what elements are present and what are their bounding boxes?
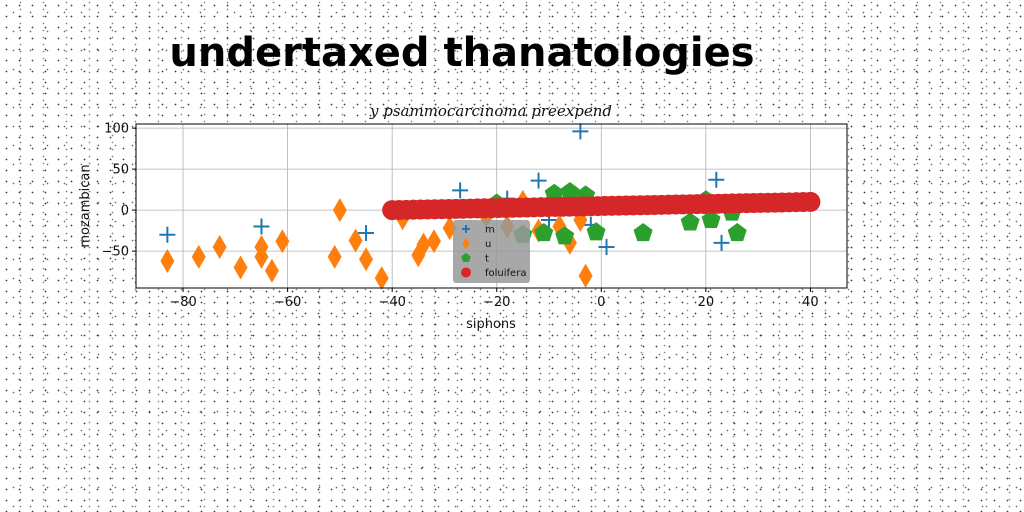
y-tick-label: −50 xyxy=(102,245,129,260)
data-point-m xyxy=(530,172,547,189)
data-point-m xyxy=(598,239,615,255)
data-point-m xyxy=(572,123,589,140)
data-point-t xyxy=(586,222,606,241)
data-point-u xyxy=(374,266,389,291)
legend-label-m: m xyxy=(485,225,495,236)
data-point-u xyxy=(233,255,248,280)
data-point-m xyxy=(253,218,270,235)
data-point-t xyxy=(701,209,721,229)
data-point-u xyxy=(426,229,441,254)
data-point-t xyxy=(555,226,575,245)
x-tick-label: −60 xyxy=(274,295,301,310)
data-point-m xyxy=(452,182,469,199)
data-point-t xyxy=(727,223,747,242)
legend-box xyxy=(453,220,530,283)
x-axis-label: siphons xyxy=(466,317,516,332)
data-point-u xyxy=(359,247,374,272)
series-foluifera xyxy=(382,191,821,221)
legend: mut foluifera xyxy=(453,220,530,283)
data-point-u xyxy=(254,244,269,269)
series-layer xyxy=(159,123,821,291)
data-point-u xyxy=(275,229,290,254)
legend-label-t: t xyxy=(485,254,489,265)
plot-frame xyxy=(135,123,848,289)
data-point-t xyxy=(633,223,653,242)
data-point-u xyxy=(264,258,279,283)
data-point-u xyxy=(348,228,363,253)
data-point-u xyxy=(327,244,342,269)
x-tick-label: 0 xyxy=(597,295,605,310)
data-point-foluifera xyxy=(800,191,821,212)
x-tick-label: −40 xyxy=(378,295,405,310)
legend-label-foluifera: foluifera xyxy=(485,268,526,279)
x-tick-label: 40 xyxy=(802,295,819,310)
data-point-t xyxy=(680,212,700,231)
data-point-m xyxy=(713,234,730,251)
data-point-t xyxy=(560,182,580,201)
data-point-u xyxy=(416,232,431,257)
y-axis-label: mozambican xyxy=(78,164,93,247)
data-point-m xyxy=(358,225,375,242)
data-point-u xyxy=(191,244,206,269)
y-tick-label: 50 xyxy=(112,163,129,178)
data-point-u xyxy=(578,263,593,288)
legend-label-u: u xyxy=(485,239,491,250)
y-tick-label: 100 xyxy=(104,122,129,137)
legend-marker-t xyxy=(461,253,471,263)
y-tick-label: 0 xyxy=(121,204,129,219)
x-tick-label: 20 xyxy=(698,295,715,310)
legend-marker-u xyxy=(462,237,470,250)
data-point-m xyxy=(159,226,176,243)
legend-marker-m xyxy=(462,225,470,233)
data-point-u xyxy=(160,248,175,273)
data-point-u xyxy=(212,235,227,259)
x-tick-label: −80 xyxy=(169,295,196,310)
axis-ticks: −80 −60 −40 −20 0 20 40 −50 0 50 100 xyxy=(102,122,819,310)
x-tick-label: −20 xyxy=(483,295,510,310)
chart-title: y psammocarcinoma preexpend xyxy=(369,102,612,120)
data-point-t xyxy=(534,223,554,242)
data-point-m xyxy=(708,171,725,188)
figure-title: undertaxed thanatologies xyxy=(169,30,754,76)
data-point-u xyxy=(332,198,347,223)
legend-marker-foluifera xyxy=(461,267,471,278)
